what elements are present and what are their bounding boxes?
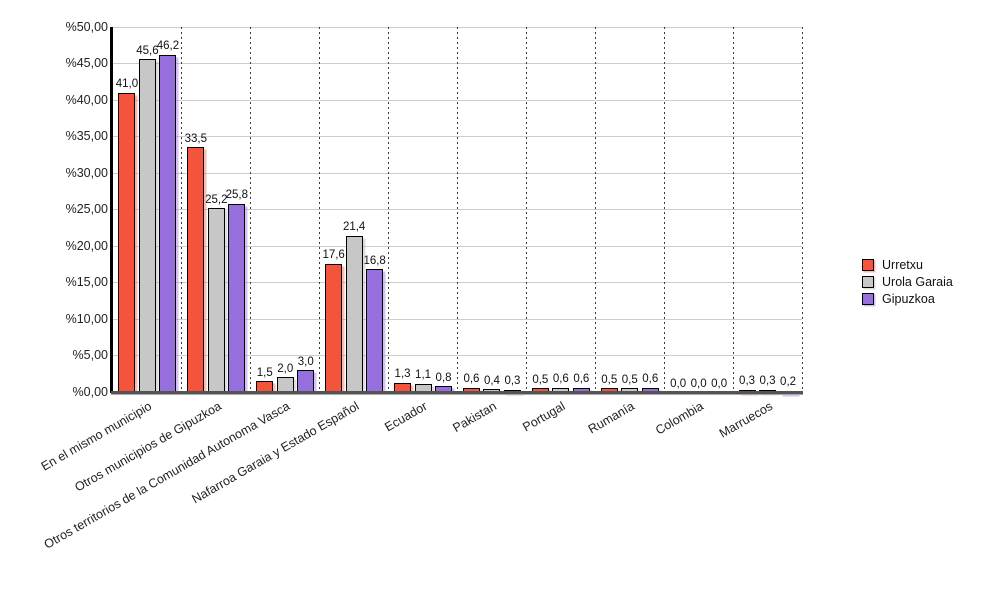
legend: Urretxu Urola Garaia Gipuzkoa bbox=[862, 256, 953, 307]
value-label: 1,3 bbox=[394, 368, 411, 380]
legend-swatch-urola-garaia bbox=[862, 275, 874, 288]
value-label: 0,6 bbox=[642, 373, 659, 386]
y-axis-tick-label: %10,00 bbox=[65, 311, 108, 326]
value-label: 0,5 bbox=[601, 373, 618, 386]
category-label: Marruecos bbox=[716, 399, 775, 441]
y-axis-tick-label: %20,00 bbox=[65, 238, 108, 253]
legend-item-urretxu: Urretxu bbox=[862, 256, 953, 273]
bar-gipuzkoa bbox=[366, 269, 384, 392]
category-separator bbox=[457, 27, 458, 392]
value-label: 25,8 bbox=[225, 189, 249, 202]
category-label: Colombia bbox=[652, 399, 706, 438]
value-label: 3,0 bbox=[297, 355, 314, 368]
value-label: 1,1 bbox=[415, 369, 432, 382]
category-separator bbox=[594, 27, 596, 392]
value-label: 41,0 bbox=[115, 78, 139, 91]
category-separator bbox=[663, 27, 665, 392]
category-label: Rumanía bbox=[585, 399, 637, 437]
value-label: 17,6 bbox=[322, 249, 345, 262]
plot-area: 41,0 33,5 1,5 17,6 1,3 0,6 0,5 0,5 0,0 0,3 45,6 25,… bbox=[113, 26, 803, 394]
category-label: Otros territorios de la Comunidad Autono… bbox=[41, 399, 293, 552]
category-separator bbox=[250, 27, 252, 392]
value-label: 0,6 bbox=[573, 373, 590, 386]
value-label: 0,6 bbox=[463, 373, 480, 386]
bar-urola-garaia bbox=[207, 208, 225, 392]
category-separator bbox=[181, 27, 183, 392]
legend-item-urola-garaia: Urola Garaia bbox=[862, 273, 953, 290]
legend-swatch-gipuzkoa bbox=[862, 292, 874, 305]
category-separator bbox=[319, 27, 321, 392]
value-label: 46,2 bbox=[156, 40, 180, 53]
category-label: Pakistan bbox=[450, 399, 499, 436]
value-label: 0,5 bbox=[621, 373, 638, 386]
y-axis-tick-label: %50,00 bbox=[65, 19, 108, 34]
y-axis-tick-label: %35,00 bbox=[65, 129, 108, 143]
value-label: 0,3 bbox=[759, 375, 776, 388]
value-label: 33,5 bbox=[184, 132, 208, 145]
y-axis-tick-label: %30,00 bbox=[65, 165, 108, 180]
legend-item-gipuzkoa: Gipuzkoa bbox=[862, 290, 953, 307]
value-label: 21,4 bbox=[342, 221, 366, 234]
value-label: 0,3 bbox=[504, 375, 521, 388]
bar-urretxu bbox=[118, 92, 136, 392]
value-label: 0,6 bbox=[552, 373, 569, 386]
value-label: 0,4 bbox=[483, 374, 500, 387]
bar-gipuzkoa bbox=[297, 370, 315, 392]
y-axis-tick-label: %45,00 bbox=[65, 56, 108, 70]
category-separator bbox=[525, 27, 527, 392]
value-label: 45,6 bbox=[136, 44, 159, 57]
value-label: 0,5 bbox=[532, 373, 549, 386]
bar-urola-garaia bbox=[138, 59, 156, 392]
value-label: 0,0 bbox=[690, 377, 707, 390]
y-axis-line bbox=[110, 27, 113, 393]
bar-urretxu bbox=[325, 263, 343, 392]
value-label: 16,8 bbox=[363, 254, 386, 267]
bar-urola-garaia bbox=[345, 235, 363, 392]
bar-urola-garaia bbox=[276, 377, 294, 392]
legend-label-urretxu: Urretxu bbox=[882, 257, 923, 272]
y-axis-tick-label: %25,00 bbox=[65, 202, 108, 216]
legend-swatch-urretxu bbox=[862, 258, 874, 271]
value-label: 0,0 bbox=[670, 377, 687, 390]
category-label: En el mismo municipio bbox=[39, 399, 155, 474]
y-axis-tick-label: %0,00 bbox=[72, 384, 108, 399]
value-label: 25,2 bbox=[205, 193, 228, 206]
category-separator bbox=[801, 27, 803, 392]
value-label: 1,5 bbox=[256, 366, 273, 379]
value-label: 0,2 bbox=[780, 376, 797, 389]
value-label: 0,3 bbox=[739, 375, 756, 388]
category-separator bbox=[388, 27, 390, 392]
value-label: 0,0 bbox=[711, 377, 728, 390]
bar-gipuzkoa bbox=[159, 54, 177, 392]
category-separator bbox=[732, 27, 734, 392]
value-label: 2,0 bbox=[277, 362, 294, 375]
bar-urretxu bbox=[187, 147, 205, 392]
y-axis-tick-label: %5,00 bbox=[72, 348, 108, 362]
category-label: Ecuador bbox=[382, 399, 431, 435]
value-label: 0,8 bbox=[435, 371, 452, 384]
bar-gipuzkoa bbox=[228, 203, 246, 392]
x-axis-line bbox=[111, 391, 803, 395]
category-label: Portugal bbox=[520, 399, 568, 435]
y-axis-tick-label: %40,00 bbox=[65, 92, 108, 107]
legend-label-urola-garaia: Urola Garaia bbox=[882, 274, 953, 289]
y-axis-tick-label: %15,00 bbox=[65, 275, 108, 289]
legend-label-gipuzkoa: Gipuzkoa bbox=[882, 291, 935, 306]
